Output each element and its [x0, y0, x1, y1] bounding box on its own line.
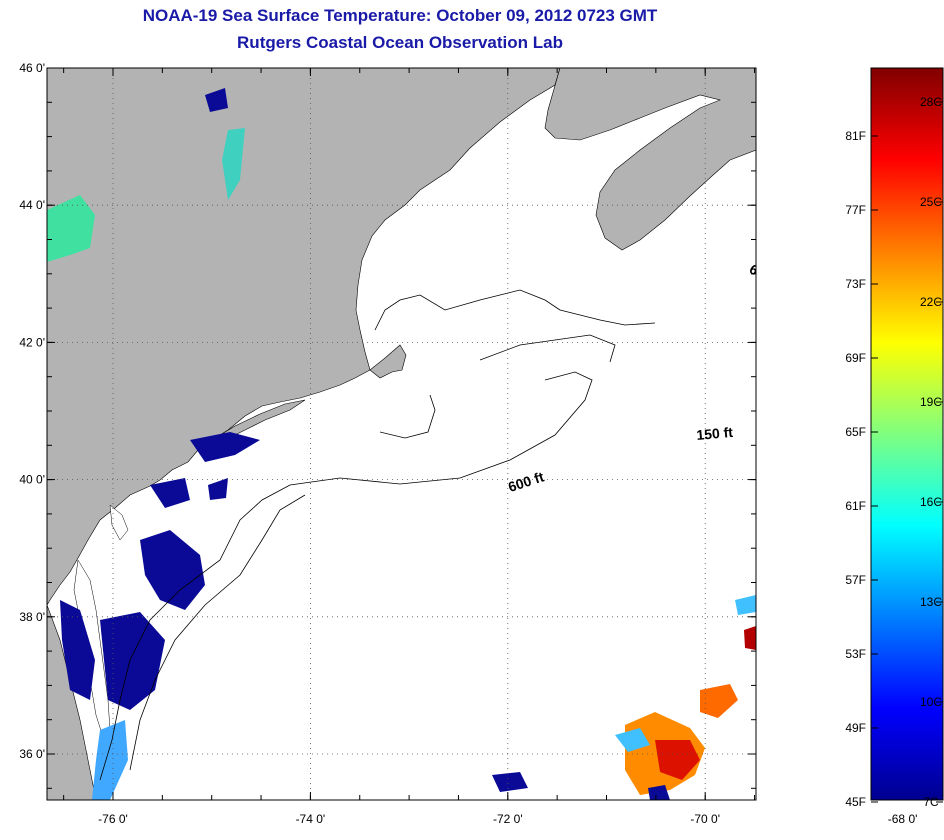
colorbar-c-label: 7C [923, 795, 939, 809]
lon-tick-label: -68 0' [888, 812, 918, 826]
colorbar-f-label: 69F [845, 351, 866, 365]
lat-tick-label: 44 0' [19, 198, 45, 212]
colorbar-c-label: 25C [920, 195, 942, 209]
sst-coastal-cold [60, 88, 260, 710]
colorbar-f-label: 77F [845, 203, 866, 217]
lat-tick-label: 36 0' [19, 747, 45, 761]
land-mainland [47, 68, 561, 606]
bathymetry-contours [99, 289, 656, 781]
colorbar-f-label: 57F [845, 573, 866, 587]
axis-labels: -76 0'-74 0'-72 0'-70 0'-68 0'-66 0'-64 … [19, 61, 918, 826]
lon-tick-label: -74 0' [296, 812, 326, 826]
colorbar [870, 67, 944, 801]
bay-delaware [109, 504, 129, 541]
lat-tick-label: 46 0' [19, 61, 45, 75]
lat-tick-label: 42 0' [19, 335, 45, 349]
colorbar-f-label: 49F [845, 721, 866, 735]
land-cape-cod [369, 344, 407, 379]
colorbar-c-label: 10C [920, 695, 942, 709]
contour-label: 150 ft [696, 424, 734, 443]
colorbar-f-label: 45F [845, 795, 866, 809]
colorbar-f-label: 73F [845, 277, 866, 291]
colorbar-c-label: 28C [920, 95, 942, 109]
map-frame [46, 67, 757, 801]
graticule [47, 68, 756, 800]
colorbar-c-label: 16C [920, 495, 942, 509]
land-nova-scotia [544, 68, 756, 251]
sst-offshore-warm [47, 128, 756, 800]
colorbar-c-label: 22C [920, 295, 942, 309]
lon-tick-label: -72 0' [493, 812, 523, 826]
lon-tick-label: -76 0' [98, 812, 128, 826]
lon-tick-label: -70 0' [690, 812, 720, 826]
map-title: NOAA-19 Sea Surface Temperature: October… [142, 6, 658, 25]
contour-label: 600 ft [747, 261, 787, 292]
colorbar-f-label: 65F [845, 425, 866, 439]
lat-tick-label: 38 0' [19, 610, 45, 624]
map-subtitle: Rutgers Coastal Ocean Observation Lab [237, 33, 563, 52]
lat-tick-label: 40 0' [19, 473, 45, 487]
land-south [47, 604, 97, 800]
colorbar-c-label: 19C [920, 395, 942, 409]
colorbar-c-label: 13C [920, 595, 942, 609]
colorbar-labels: 81F 77F 73F 69F 65F 61F 57F 53F 49F 45F 28C 25C 22C 1… [845, 95, 943, 809]
colorbar-f-label: 53F [845, 647, 866, 661]
colorbar-f-label: 81F [845, 129, 866, 143]
colorbar-f-label: 61F [845, 499, 866, 513]
